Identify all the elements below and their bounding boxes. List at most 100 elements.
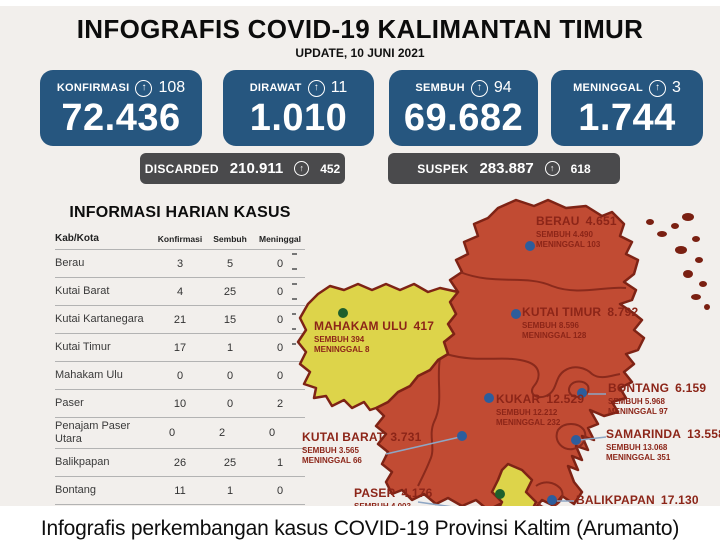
bar-value: 283.887 xyxy=(479,160,534,177)
stat-delta: 3 xyxy=(672,79,681,96)
bar-label: SUSPEK xyxy=(417,161,469,176)
region-sembuh: SEMBUH 3.565 xyxy=(302,445,359,455)
berau-marker-dot xyxy=(525,241,535,251)
meninggal-cell: 0 xyxy=(268,427,276,440)
region-sembuh: SEMBUH 8.596 xyxy=(522,320,579,330)
column-header-kabkota: Kab/Kota xyxy=(55,233,99,244)
stat-label: KONFIRMASI xyxy=(56,82,130,94)
region-markers xyxy=(338,241,587,505)
konfirmasi-cell: 21 xyxy=(173,313,187,326)
stat-card-konfirmasi: KONFIRMASI ↑ 108 72.436 xyxy=(40,70,202,146)
page-title: INFOGRAFIS COVID-19 KALIMANTAN TIMUR xyxy=(76,14,644,44)
region-name-cell: Kutai Timur xyxy=(55,340,111,353)
region-label-bontang: BONTANG 6.159 SEMBUH 5.968 MENINGGAL 97 xyxy=(608,381,706,417)
region-sembuh: SEMBUH 13.068 xyxy=(606,442,668,452)
region-value: 13.558 xyxy=(687,427,720,441)
region-name-cell: Mahakam Ulu xyxy=(55,368,123,381)
region-name-cell: Berau xyxy=(55,256,85,269)
samarinda-connector-line xyxy=(579,436,607,441)
region-meninggal: MENINGGAL 66 xyxy=(302,455,362,465)
suspek-bar: SUSPEK 283.887 ↑ 618 xyxy=(388,153,620,184)
meninggal-cell: 0 xyxy=(276,369,284,382)
region-value: 12.529 xyxy=(546,392,585,406)
stat-label: DIRAWAT xyxy=(249,82,302,94)
region-name: BERAU xyxy=(536,214,580,228)
region-label-berau: BERAU 4.651 SEMBUH 4.490 MENINGGAL 103 xyxy=(536,214,617,250)
stat-delta: 11 xyxy=(330,79,348,96)
region-value: 4.651 xyxy=(585,214,617,228)
table-row: Mahakam Ulu 0 0 0 xyxy=(55,361,305,389)
kutai-barat-connector-line xyxy=(385,436,461,455)
region-name-cell: Balikpapan xyxy=(55,456,110,469)
table-row: Berau 3 5 0 xyxy=(55,249,305,277)
konfirmasi-cell: 4 xyxy=(176,285,184,298)
meninggal-cell: 0 xyxy=(276,313,284,326)
region-value: 4.176 xyxy=(401,486,433,500)
table-row: Kutai Kartanegara 21 15 0 xyxy=(55,305,305,333)
region-label-kukar: KUKAR 12.529 SEMBUH 12.212 MENINGGAL 232 xyxy=(496,392,584,428)
region-label-mahakam-ulu: MAHAKAM ULU 417 SEMBUH 394 MENINGGAL 8 xyxy=(314,319,434,355)
edge-tick-marks xyxy=(292,253,297,345)
table-row: Kutai Timur 17 1 0 xyxy=(55,333,305,361)
konfirmasi-cell: 26 xyxy=(173,456,187,469)
islands-group xyxy=(646,213,710,310)
region-sembuh: SEMBUH 394 xyxy=(314,334,365,344)
region-name: BONTANG xyxy=(608,381,670,395)
mahakam-ulu-marker-dot xyxy=(338,308,348,318)
region-value: 17.130 xyxy=(660,493,699,507)
bar-delta: 452 xyxy=(320,161,341,176)
caption-text: Infografis perkembangan kasus COVID-19 P… xyxy=(40,517,680,540)
samarinda-marker-dot xyxy=(571,435,581,445)
sembuh-cell: 25 xyxy=(223,456,237,469)
konfirmasi-cell: 10 xyxy=(173,397,187,410)
region-name-cell: Penajam Paser Utara xyxy=(55,420,131,446)
region-name: MAHAKAM ULU xyxy=(314,319,408,333)
meninggal-cell: 0 xyxy=(276,257,284,270)
meninggal-cell: 0 xyxy=(276,285,284,298)
table-title: INFORMASI HARIAN KASUS xyxy=(69,204,291,221)
region-name-cell: Kutai Barat xyxy=(55,284,110,297)
konfirmasi-cell: 17 xyxy=(173,341,187,354)
sembuh-cell: 5 xyxy=(226,257,234,270)
konfirmasi-cell: 0 xyxy=(176,369,184,382)
column-header-meninggal: Meninggal xyxy=(258,233,302,244)
balikpapan-marker-dot xyxy=(547,495,557,505)
region-name-cell: Kutai Kartanegara xyxy=(55,312,144,325)
kukar-marker-dot xyxy=(484,393,494,403)
region-name-cell: Bontang xyxy=(55,484,96,497)
up-arrow-icon: ↑ xyxy=(470,79,488,97)
discarded-bar: DISCARDED 210.911 ↑ 452 xyxy=(140,153,345,184)
region-value: 417 xyxy=(413,319,435,333)
stat-delta: 108 xyxy=(158,79,186,96)
region-value: 8.792 xyxy=(607,305,639,319)
stat-value: 1.744 xyxy=(578,97,676,139)
table-row: Penajam Paser Utara 0 2 0 xyxy=(55,417,305,448)
stat-value: 69.682 xyxy=(403,97,524,139)
table-row: Bontang 11 1 0 xyxy=(55,476,305,506)
region-meninggal: MENINGGAL 103 xyxy=(536,239,601,249)
region-meninggal: MENINGGAL 128 xyxy=(522,330,587,340)
update-date: UPDATE, 10 JUNI 2021 xyxy=(295,46,425,60)
up-arrow-icon: ↑ xyxy=(649,79,666,97)
bar-delta: 618 xyxy=(570,161,591,176)
region-value: 6.159 xyxy=(675,381,707,395)
konfirmasi-cell: 11 xyxy=(174,484,186,497)
region-sembuh: SEMBUH 5.968 xyxy=(608,396,665,406)
up-arrow-icon: ↑ xyxy=(294,161,310,176)
daily-cases-table: INFORMASI HARIAN KASUS Kab/Kota Konfirma… xyxy=(55,204,305,506)
stat-label: MENINGGAL xyxy=(573,82,643,94)
meninggal-cell: 2 xyxy=(276,397,284,410)
konfirmasi-cell: 0 xyxy=(168,427,176,440)
table-header-row: Kab/Kota Konfirmasi Sembuh Meninggal xyxy=(55,233,305,249)
region-meninggal: MENINGGAL 232 xyxy=(496,417,561,427)
konfirmasi-cell: 3 xyxy=(176,257,184,270)
kutai-barat-marker-dot xyxy=(457,431,467,441)
stat-card-sembuh: SEMBUH ↑ 94 69.682 xyxy=(389,70,538,146)
region-sembuh: SEMBUH 12.212 xyxy=(496,407,558,417)
region-meninggal: MENINGGAL 8 xyxy=(314,344,370,354)
column-header-sembuh: Sembuh xyxy=(213,233,247,244)
region-label-balikpapan: BALIKPAPAN 17.130 xyxy=(576,493,699,509)
region-name: PASER xyxy=(354,486,396,500)
region-meninggal: MENINGGAL 97 xyxy=(608,406,668,416)
